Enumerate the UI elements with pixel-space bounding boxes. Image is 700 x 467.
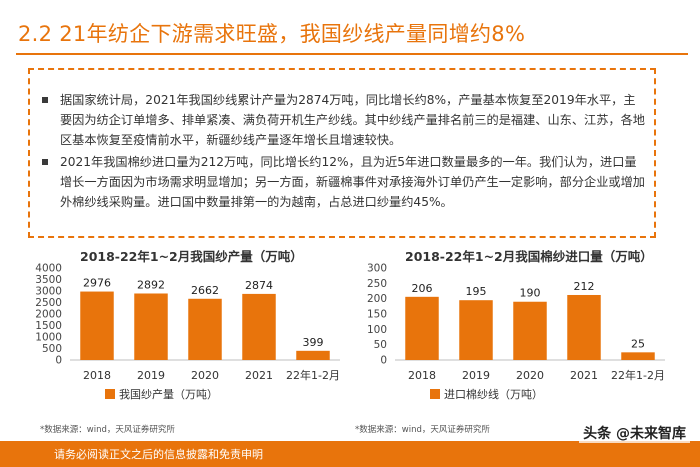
y-tick-label: 3500: [35, 274, 62, 286]
footer-bar: 请务必阅读正文之后的信息披露和免责申明: [0, 441, 700, 467]
bar: [188, 298, 222, 360]
legend-label: 进口棉纱线（万吨）: [444, 387, 543, 401]
y-tick-label: 2000: [35, 309, 62, 321]
chart-title-yarn-output: 2018-22年1~2月我国纱产量（万吨）: [80, 249, 303, 264]
y-tick-label: 200: [367, 293, 387, 305]
page-title: 2.2 21年纺企下游需求旺盛，我国纱线产量同增约8%: [18, 22, 526, 46]
y-tick-label: 500: [42, 343, 62, 355]
y-tick-label: 250: [367, 278, 387, 290]
y-tick-label: 1500: [35, 320, 62, 332]
bar-value-label: 206: [412, 282, 433, 295]
x-tick-label: 2021: [570, 369, 598, 382]
bullet-square-icon: [42, 159, 48, 165]
bar-value-label: 399: [303, 336, 324, 349]
y-tick-label: 300: [367, 263, 387, 275]
bar-value-label: 195: [466, 285, 487, 298]
bar: [296, 350, 330, 360]
summary-bullet: 据国家统计局，2021年我国纱线累计产量为2874万吨，同比增长约8%，产量基本…: [42, 90, 646, 150]
title-divider: [16, 53, 688, 55]
x-tick-label: 22年1-2月: [286, 368, 340, 382]
bar-value-label: 2976: [83, 277, 111, 290]
x-tick-label: 2018: [408, 369, 436, 382]
x-tick-label: 2021: [245, 369, 273, 382]
chart-title-cotton-yarn-imports: 2018-22年1~2月我国棉纱进口量（万吨）: [405, 249, 653, 264]
y-tick-label: 3000: [35, 286, 62, 298]
bar-value-label: 190: [520, 287, 541, 300]
x-tick-label: 2020: [516, 369, 544, 382]
bullet-square-icon: [42, 97, 48, 103]
watermark: 头条 @未来智库: [579, 423, 690, 443]
summary-bullet: 2021年我国棉纱进口量为212万吨，同比增长约12%，且为近5年进口数量最多的…: [42, 152, 646, 212]
legend-swatch: [105, 389, 115, 399]
x-tick-label: 2020: [191, 369, 219, 382]
y-tick-label: 150: [367, 309, 387, 321]
bar: [567, 294, 601, 360]
chart-source: *数据来源：wind，天风证券研究所: [40, 425, 175, 435]
summary-bullet-text: 据国家统计局，2021年我国纱线累计产量为2874万吨，同比增长约8%，产量基本…: [60, 93, 645, 147]
bar-value-label: 212: [574, 280, 595, 293]
y-tick-label: 50: [374, 339, 387, 351]
y-tick-label: 0: [380, 355, 387, 367]
bar: [459, 300, 493, 360]
x-tick-label: 2018: [83, 369, 111, 382]
y-tick-label: 100: [367, 324, 387, 336]
x-tick-label: 22年1-2月: [611, 368, 665, 382]
bar: [513, 301, 547, 360]
legend-label: 我国纱产量（万吨）: [119, 387, 218, 401]
bar: [134, 293, 168, 360]
y-tick-label: 0: [55, 355, 62, 367]
legend-swatch: [430, 389, 440, 399]
bar-value-label: 2874: [245, 279, 273, 292]
bar: [405, 296, 439, 360]
chart-cotton-yarn-imports: 0 50 100 150 200 250 300 206 2018 195 2019 190 2020 2…: [367, 263, 665, 401]
bar-value-label: 25: [631, 337, 645, 350]
bar: [242, 293, 276, 360]
x-tick-label: 2019: [462, 369, 490, 382]
y-tick-label: 1000: [35, 332, 62, 344]
bar: [621, 352, 655, 360]
chart-source: *数据来源：wind，天风证券研究所: [355, 425, 490, 435]
y-tick-label: 4000: [35, 263, 62, 275]
footer-disclaimer: 请务必阅读正文之后的信息披露和免责申明: [54, 448, 263, 461]
bar: [80, 291, 114, 360]
y-tick-label: 2500: [35, 297, 62, 309]
summary-box: 据国家统计局，2021年我国纱线累计产量为2874万吨，同比增长约8%，产量基本…: [28, 68, 656, 238]
x-tick-label: 2019: [137, 369, 165, 382]
bar-value-label: 2662: [191, 284, 219, 297]
summary-bullet-text: 2021年我国棉纱进口量为212万吨，同比增长约12%，且为近5年进口数量最多的…: [60, 155, 645, 209]
bar-value-label: 2892: [137, 278, 165, 291]
